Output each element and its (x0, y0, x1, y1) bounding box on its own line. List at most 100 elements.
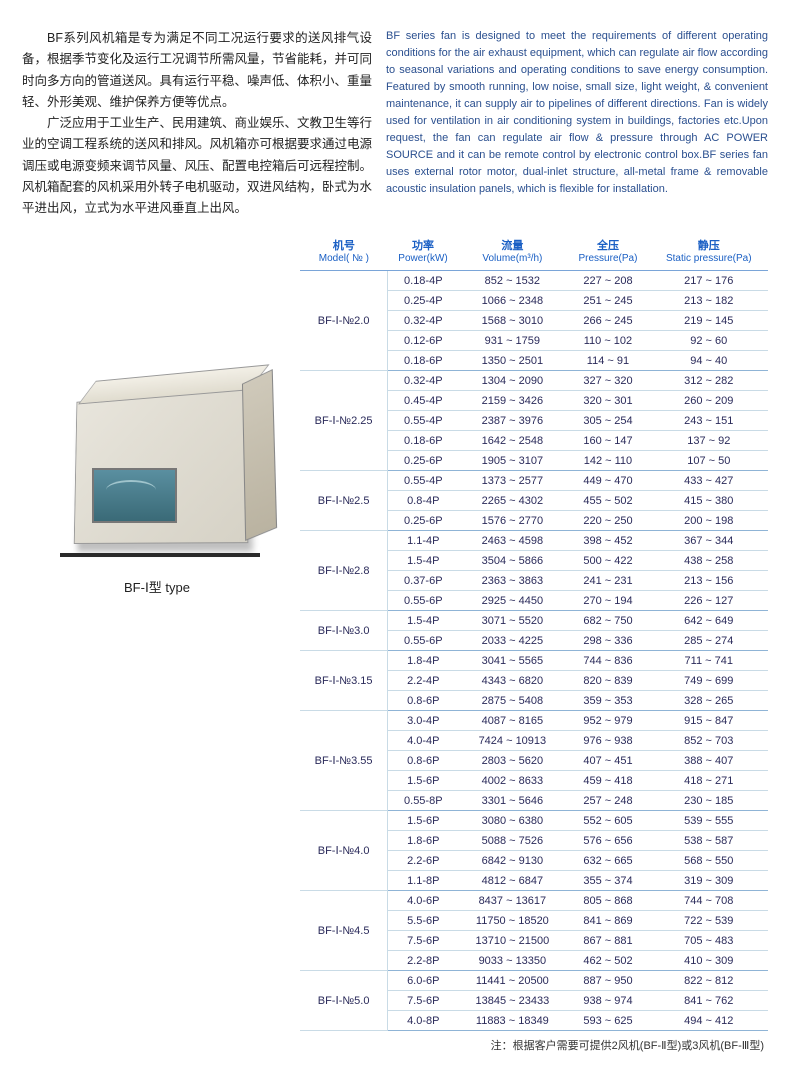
data-cell: 952 ~ 979 (566, 711, 649, 731)
data-cell: 13710 ~ 21500 (458, 931, 566, 951)
data-cell: 251 ~ 245 (566, 291, 649, 311)
table-row: BF-Ⅰ-№2.00.18-4P852 ~ 1532227 ~ 208217 ~… (300, 271, 768, 291)
data-cell: 5.5-6P (388, 911, 459, 931)
data-cell: 213 ~ 156 (650, 571, 768, 591)
data-cell: 13845 ~ 23433 (458, 991, 566, 1011)
table-row: BF-Ⅰ-№5.06.0-6P11441 ~ 20500887 ~ 950822… (300, 971, 768, 991)
data-cell: 1905 ~ 3107 (458, 451, 566, 471)
data-cell: 5088 ~ 7526 (458, 831, 566, 851)
data-cell: 3301 ~ 5646 (458, 791, 566, 811)
main-content: BF-Ⅰ型 type 机号Model( № )功率Power(kW)流量Volu… (22, 233, 768, 1053)
model-cell: BF-Ⅰ-№2.8 (300, 531, 388, 611)
data-cell: 3.0-4P (388, 711, 459, 731)
data-cell: 1.5-6P (388, 811, 459, 831)
data-cell: 0.55-4P (388, 471, 459, 491)
left-column: BF-Ⅰ型 type (22, 233, 292, 1053)
col-header: 机号Model( № ) (300, 233, 388, 271)
data-cell: 355 ~ 374 (566, 871, 649, 891)
data-cell: 11750 ~ 18520 (458, 911, 566, 931)
data-cell: 320 ~ 301 (566, 391, 649, 411)
model-cell: BF-Ⅰ-№3.15 (300, 651, 388, 711)
data-cell: 142 ~ 110 (566, 451, 649, 471)
data-cell: 241 ~ 231 (566, 571, 649, 591)
data-cell: 0.12-6P (388, 331, 459, 351)
data-cell: 841 ~ 869 (566, 911, 649, 931)
data-cell: 539 ~ 555 (650, 811, 768, 831)
data-cell: 243 ~ 151 (650, 411, 768, 431)
data-cell: 4.0-4P (388, 731, 459, 751)
data-cell: 0.45-4P (388, 391, 459, 411)
data-cell: 3080 ~ 6380 (458, 811, 566, 831)
model-cell: BF-Ⅰ-№3.55 (300, 711, 388, 811)
data-cell: 7.5-6P (388, 991, 459, 1011)
data-cell: 852 ~ 703 (650, 731, 768, 751)
data-cell: 2159 ~ 3426 (458, 391, 566, 411)
data-cell: 94 ~ 40 (650, 351, 768, 371)
data-cell: 2.2-8P (388, 951, 459, 971)
data-cell: 0.32-4P (388, 371, 459, 391)
data-cell: 160 ~ 147 (566, 431, 649, 451)
data-cell: 1.5-6P (388, 771, 459, 791)
intro-english: BF series fan is designed to meet the re… (386, 28, 768, 219)
intro-cn-p1: BF系列风机箱是专为满足不同工况运行要求的送风排气设备，根据季节变化及运行工况调… (22, 28, 372, 113)
data-cell: 2033 ~ 4225 (458, 631, 566, 651)
data-cell: 0.8-6P (388, 751, 459, 771)
table-row: BF-Ⅰ-№3.553.0-4P4087 ~ 8165952 ~ 979915 … (300, 711, 768, 731)
data-cell: 0.37-6P (388, 571, 459, 591)
data-cell: 230 ~ 185 (650, 791, 768, 811)
table-row: BF-Ⅰ-№4.01.5-6P3080 ~ 6380552 ~ 605539 ~… (300, 811, 768, 831)
data-cell: 852 ~ 1532 (458, 271, 566, 291)
data-cell: 1.5-4P (388, 551, 459, 571)
data-cell: 500 ~ 422 (566, 551, 649, 571)
data-cell: 137 ~ 92 (650, 431, 768, 451)
data-cell: 438 ~ 258 (650, 551, 768, 571)
data-cell: 7424 ~ 10913 (458, 731, 566, 751)
spec-table: 机号Model( № )功率Power(kW)流量Volume(m³/h)全压P… (300, 233, 768, 1031)
data-cell: 0.8-4P (388, 491, 459, 511)
data-cell: 568 ~ 550 (650, 851, 768, 871)
data-cell: 227 ~ 208 (566, 271, 649, 291)
col-header: 流量Volume(m³/h) (458, 233, 566, 271)
data-cell: 0.55-6P (388, 631, 459, 651)
data-cell: 200 ~ 198 (650, 511, 768, 531)
data-cell: 722 ~ 539 (650, 911, 768, 931)
data-cell: 0.55-6P (388, 591, 459, 611)
data-cell: 822 ~ 812 (650, 971, 768, 991)
data-cell: 705 ~ 483 (650, 931, 768, 951)
data-cell: 538 ~ 587 (650, 831, 768, 851)
table-row: BF-Ⅰ-№2.81.1-4P2463 ~ 4598398 ~ 452367 ~… (300, 531, 768, 551)
data-cell: 552 ~ 605 (566, 811, 649, 831)
data-cell: 1304 ~ 2090 (458, 371, 566, 391)
data-cell: 9033 ~ 13350 (458, 951, 566, 971)
data-cell: 6.0-6P (388, 971, 459, 991)
table-row: BF-Ⅰ-№3.151.8-4P3041 ~ 5565744 ~ 836711 … (300, 651, 768, 671)
data-cell: 407 ~ 451 (566, 751, 649, 771)
data-cell: 305 ~ 254 (566, 411, 649, 431)
data-cell: 415 ~ 380 (650, 491, 768, 511)
data-cell: 114 ~ 91 (566, 351, 649, 371)
data-cell: 1.8-4P (388, 651, 459, 671)
col-header: 功率Power(kW) (388, 233, 459, 271)
data-cell: 1.8-6P (388, 831, 459, 851)
table-row: BF-Ⅰ-№3.01.5-4P3071 ~ 5520682 ~ 750642 ~… (300, 611, 768, 631)
data-cell: 1.1-4P (388, 531, 459, 551)
data-cell: 266 ~ 245 (566, 311, 649, 331)
model-cell: BF-Ⅰ-№2.5 (300, 471, 388, 531)
data-cell: 0.25-6P (388, 511, 459, 531)
data-cell: 298 ~ 336 (566, 631, 649, 651)
data-cell: 1642 ~ 2548 (458, 431, 566, 451)
data-cell: 418 ~ 271 (650, 771, 768, 791)
data-cell: 1350 ~ 2501 (458, 351, 566, 371)
model-cell: BF-Ⅰ-№4.5 (300, 891, 388, 971)
model-cell: BF-Ⅰ-№2.0 (300, 271, 388, 371)
intro-section: BF系列风机箱是专为满足不同工况运行要求的送风排气设备，根据季节变化及运行工况调… (22, 28, 768, 219)
data-cell: 0.18-6P (388, 431, 459, 451)
intro-chinese: BF系列风机箱是专为满足不同工况运行要求的送风排气设备，根据季节变化及运行工况调… (22, 28, 372, 219)
data-cell: 4.0-8P (388, 1011, 459, 1031)
data-cell: 11883 ~ 18349 (458, 1011, 566, 1031)
table-row: BF-Ⅰ-№2.250.32-4P1304 ~ 2090327 ~ 320312… (300, 371, 768, 391)
data-cell: 0.18-6P (388, 351, 459, 371)
data-cell: 867 ~ 881 (566, 931, 649, 951)
footnote: 注：根据客户需要可提供2风机(BF-Ⅱ型)或3风机(BF-Ⅲ型) (300, 1037, 768, 1053)
model-cell: BF-Ⅰ-№5.0 (300, 971, 388, 1031)
